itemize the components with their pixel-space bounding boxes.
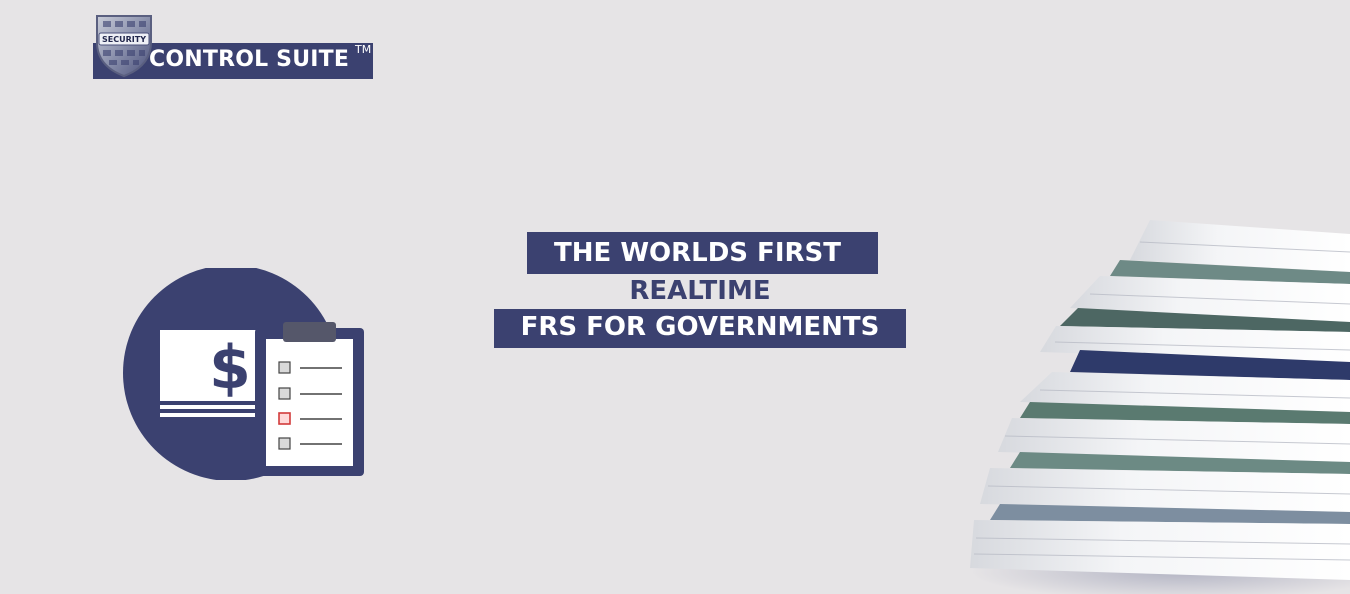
brand-name: CONTROL SUITE <box>149 47 350 72</box>
headline: THE WORLDS FIRST REALTIME FRS FOR GOVERN… <box>494 232 906 350</box>
finance-checklist-icon: $ <box>123 268 364 480</box>
headline-line2: REALTIME <box>629 276 771 306</box>
shield-label: SECURITY <box>102 35 146 44</box>
paper-edges <box>973 241 1350 561</box>
checklist-rows <box>278 361 342 450</box>
clipboard-clip <box>283 322 336 342</box>
dollar-sign: $ <box>209 333 251 403</box>
paper-sheets <box>970 220 1350 580</box>
headline-line3: FRS FOR GOVERNMENTS <box>520 312 880 342</box>
brand-logo[interactable]: SECURITY CONTROL SUITE TM <box>93 12 373 79</box>
money-card <box>160 330 272 401</box>
security-shield-icon: SECURITY <box>96 15 152 78</box>
trademark-mark: TM <box>355 43 372 56</box>
headline-line1: THE WORLDS FIRST <box>554 238 841 268</box>
headline-line3-box: FRS FOR GOVERNMENTS <box>494 309 906 348</box>
headline-line1-box: THE WORLDS FIRST <box>527 232 878 274</box>
paper-stack-image <box>970 220 1350 594</box>
